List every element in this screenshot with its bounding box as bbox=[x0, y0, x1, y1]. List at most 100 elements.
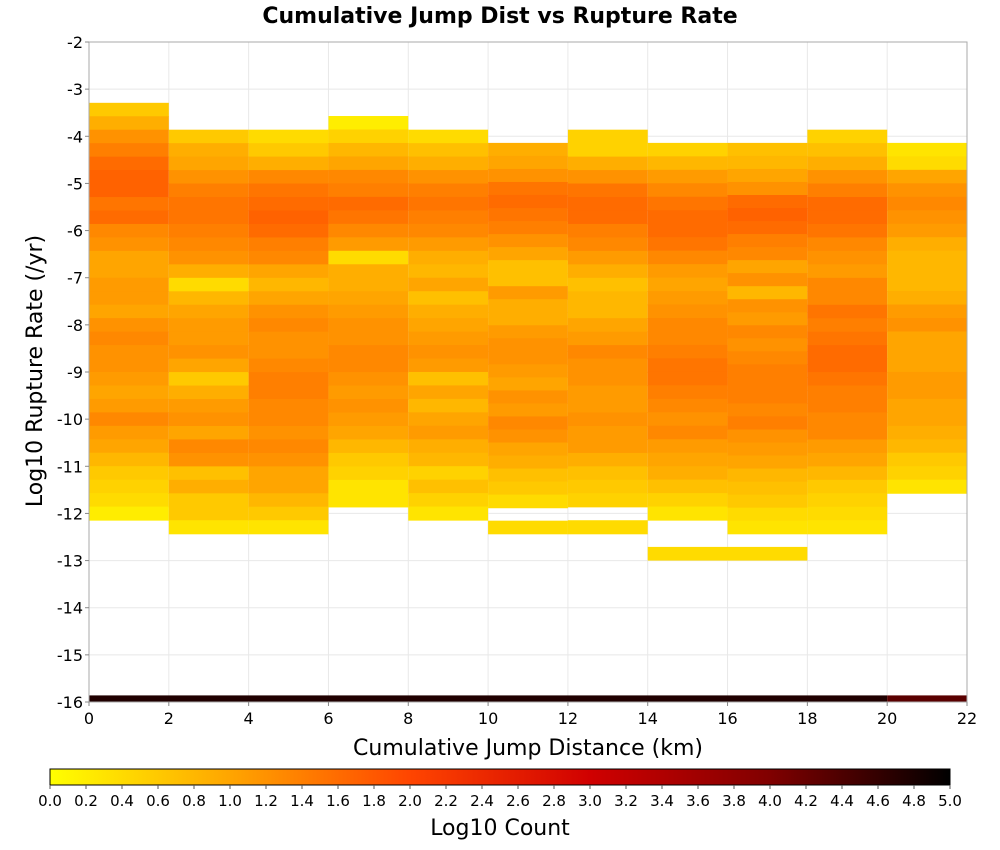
heatmap-cell bbox=[807, 143, 888, 158]
heatmap-cell bbox=[647, 385, 728, 400]
heatmap-cell bbox=[328, 372, 409, 387]
heatmap-cell bbox=[567, 318, 648, 333]
heatmap-cell bbox=[328, 210, 409, 225]
heatmap-cell bbox=[727, 403, 808, 418]
heatmap-cell bbox=[567, 304, 648, 319]
heatmap-cell bbox=[727, 494, 808, 509]
colorbar-tick-label: 4.2 bbox=[794, 792, 818, 810]
heatmap-cell bbox=[807, 318, 888, 333]
heatmap-cell bbox=[887, 425, 967, 440]
heatmap-cell bbox=[168, 156, 249, 171]
heatmap-cell bbox=[408, 358, 489, 373]
y-tick-label: -2 bbox=[67, 33, 83, 52]
heatmap-cell bbox=[807, 237, 888, 252]
heatmap-cell bbox=[567, 345, 648, 360]
heatmap-cell bbox=[647, 479, 728, 494]
heatmap-cell bbox=[248, 264, 329, 279]
heatmap-cell bbox=[647, 425, 728, 440]
heatmap-cell bbox=[328, 318, 409, 333]
x-tick-label: 16 bbox=[717, 709, 737, 728]
heatmap-cell bbox=[488, 273, 568, 287]
heatmap-cell bbox=[328, 237, 409, 252]
heatmap-cell bbox=[727, 312, 808, 326]
heatmap-cell bbox=[168, 170, 249, 185]
heatmap-cell bbox=[168, 129, 249, 144]
heatmap-cell bbox=[248, 331, 329, 346]
heatmap-cell bbox=[567, 331, 648, 346]
heatmap-cell bbox=[89, 331, 169, 346]
heatmap-cell bbox=[89, 223, 169, 238]
heatmap-cell bbox=[807, 156, 888, 171]
y-tick-label: -6 bbox=[67, 222, 83, 241]
y-axis-label: Log10 Rupture Rate (/yr) bbox=[23, 235, 48, 507]
heatmap-cell bbox=[248, 143, 329, 158]
heatmap-cell bbox=[887, 371, 967, 386]
colorbar-tick-label: 4.4 bbox=[830, 792, 854, 810]
heatmap-cell bbox=[567, 129, 648, 144]
heatmap-cell bbox=[567, 385, 648, 400]
heatmap-cell bbox=[807, 372, 888, 387]
y-tick-label: -12 bbox=[57, 504, 83, 523]
colorbar-tick-label: 4.0 bbox=[758, 792, 782, 810]
x-tick-label: 14 bbox=[638, 709, 658, 728]
heatmap-cell bbox=[647, 466, 728, 481]
heatmap-cell bbox=[567, 479, 648, 494]
colorbar-label: Log10 Count bbox=[430, 816, 570, 841]
heatmap-cells bbox=[89, 102, 967, 702]
heatmap-cell bbox=[807, 210, 888, 225]
heatmap-cell bbox=[567, 197, 648, 212]
heatmap-cell bbox=[887, 466, 967, 481]
heatmap-cell bbox=[647, 358, 728, 373]
heatmap-cell bbox=[248, 479, 329, 494]
heatmap-cell bbox=[248, 425, 329, 441]
heatmap-cell bbox=[887, 304, 967, 319]
heatmap-cell bbox=[887, 344, 967, 360]
heatmap-cell bbox=[168, 291, 249, 306]
x-tick-label: 0 bbox=[84, 709, 94, 728]
heatmap-cell bbox=[408, 331, 489, 346]
heatmap-cell bbox=[248, 223, 329, 239]
heatmap-cell bbox=[488, 142, 568, 157]
heatmap-cell bbox=[807, 197, 888, 212]
heatmap-cell bbox=[89, 452, 169, 467]
heatmap-cell bbox=[328, 412, 409, 427]
x-tick-label: 22 bbox=[957, 709, 977, 728]
y-tick-label: -14 bbox=[57, 599, 83, 618]
heatmap-cell bbox=[727, 168, 808, 183]
heatmap-cell bbox=[807, 250, 888, 265]
heatmap-cell bbox=[408, 412, 489, 427]
heatmap-cell bbox=[647, 398, 728, 413]
heatmap-cell bbox=[168, 506, 249, 521]
heatmap-cell bbox=[887, 452, 967, 467]
colorbar-tick-label: 0.2 bbox=[74, 792, 98, 810]
heatmap-cell bbox=[647, 277, 728, 292]
heatmap-cell bbox=[727, 247, 808, 261]
heatmap-cell bbox=[488, 468, 568, 483]
heatmap-cell bbox=[89, 210, 169, 225]
heatmap-cell bbox=[248, 399, 329, 414]
heatmap-cell bbox=[328, 156, 409, 171]
heatmap-cell bbox=[168, 237, 249, 252]
heatmap-cell bbox=[807, 385, 888, 400]
heatmap-cell bbox=[727, 429, 808, 444]
heatmap-cell bbox=[488, 181, 568, 196]
heatmap-cell bbox=[168, 385, 249, 400]
heatmap-cell bbox=[887, 318, 967, 333]
heatmap-cell bbox=[89, 197, 169, 212]
heatmap-cell bbox=[408, 425, 489, 440]
heatmap-cell bbox=[168, 183, 249, 198]
heatmap-cell bbox=[567, 452, 648, 467]
heatmap-cell bbox=[567, 466, 648, 481]
heatmap-cell bbox=[807, 439, 888, 454]
heatmap-cell bbox=[248, 412, 329, 427]
colorbar-ticks: 0.0 0.2 0.4 0.6 0.8 1.0 1.2 1.4 1.6 1.8 2.0 2.2 2.4 2… bbox=[38, 785, 962, 810]
heatmap-cell bbox=[408, 277, 489, 292]
heatmap-cell bbox=[647, 169, 728, 184]
colorbar-tick-label: 2.2 bbox=[434, 792, 458, 810]
heatmap-cell bbox=[89, 156, 169, 171]
colorbar-tick-label: 0.8 bbox=[182, 792, 206, 810]
heatmap-cell bbox=[488, 390, 568, 405]
heatmap-cell bbox=[328, 425, 409, 441]
heatmap-cell bbox=[248, 170, 329, 185]
heatmap-cell bbox=[328, 479, 409, 494]
